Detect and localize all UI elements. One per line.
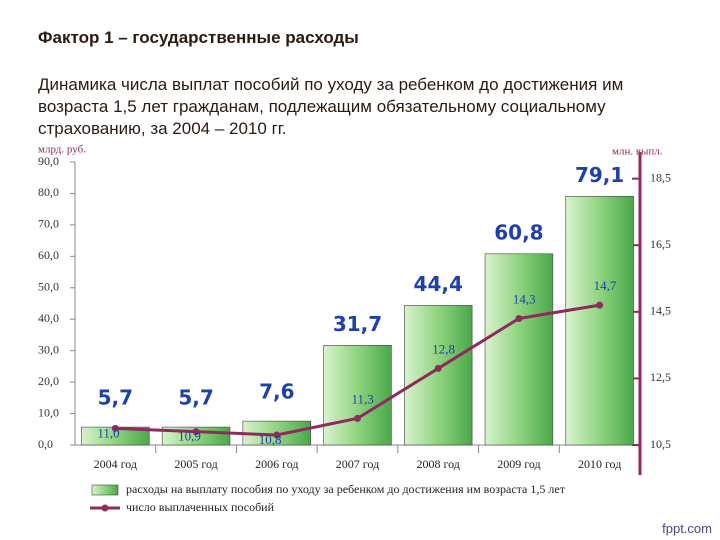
x-tick-label: 2009 год [497, 457, 540, 471]
y-tick-label: 60,0 [38, 248, 59, 262]
bar-value-label: 31,7 [333, 312, 382, 336]
bar-value-label: 44,4 [414, 272, 463, 296]
y-tick-label: 0,0 [38, 437, 53, 451]
bar [565, 195, 634, 446]
x-tick-label: 2008 год [417, 457, 460, 471]
line-point [273, 431, 281, 439]
line-point [111, 424, 119, 432]
y2-tick-label: 14,5 [650, 304, 671, 318]
x-tick-label: 2004 год [94, 457, 137, 471]
footer: fppt.com [662, 521, 712, 536]
line-value-label: 14,7 [594, 278, 617, 293]
chart-subtitle: Динамика числа выплат пособий по уходу з… [38, 75, 624, 138]
x-tick-label: 2010 год [578, 457, 621, 471]
y2-tick-label: 10,5 [650, 437, 671, 451]
y-tick-label: 50,0 [38, 280, 59, 294]
y2-tick-label: 18,5 [650, 170, 671, 184]
line-value-label: 10,9 [178, 429, 201, 444]
bar-value-label: 7,6 [259, 380, 294, 404]
y-tick-label: 30,0 [38, 342, 59, 356]
legend-label: число выплаченных пособий [126, 500, 275, 514]
y-tick-label: 20,0 [38, 374, 59, 388]
y-tick-label: 10,0 [38, 405, 59, 419]
y-tick-label: 80,0 [38, 185, 59, 199]
bar-value-label: 79,1 [575, 163, 624, 187]
y2-tick-label: 16,5 [650, 237, 671, 251]
legend-marker [101, 504, 109, 512]
bar-value-label: 60,8 [494, 220, 543, 244]
bar-value-label: 5,7 [98, 386, 133, 410]
y2-axis-title: млн. выпл. [612, 146, 663, 158]
line-point [434, 364, 442, 372]
line-point [192, 428, 200, 436]
x-tick-label: 2007 год [336, 457, 379, 471]
y-axis-title: млрд. руб. [38, 144, 86, 156]
line-value-label: 14,3 [513, 291, 536, 306]
bar [404, 305, 473, 446]
chart-title: Фактор 1 – государственные расходы [38, 28, 359, 47]
line-point [515, 314, 523, 322]
line-value-label: 10,8 [259, 432, 282, 447]
y-tick-label: 90,0 [38, 154, 59, 168]
line-value-label: 12,8 [432, 341, 455, 356]
x-tick-label: 2005 год [174, 457, 217, 471]
legend-swatch [91, 484, 119, 496]
bar [323, 345, 392, 446]
legend-label: расходы на выплату пособия по уходу за р… [126, 482, 566, 496]
bar-value-label: 5,7 [178, 386, 213, 410]
y2-tick-label: 12,5 [650, 370, 671, 384]
line-value-label: 11,3 [352, 391, 374, 406]
line-point [596, 301, 604, 309]
line-value-label: 11,0 [97, 425, 119, 440]
y-tick-label: 70,0 [38, 217, 59, 231]
bar [484, 253, 554, 446]
y-tick-label: 40,0 [38, 311, 59, 325]
line-point [354, 414, 361, 422]
x-tick-label: 2006 год [255, 457, 298, 471]
